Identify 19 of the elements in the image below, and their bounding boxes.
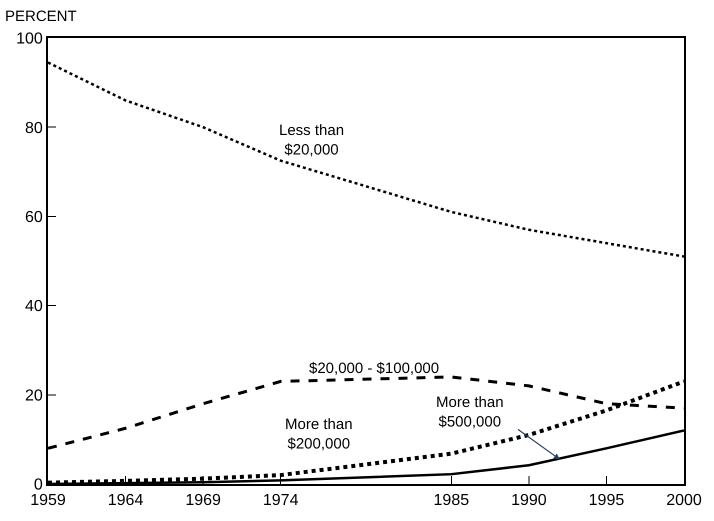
- x-tick-label: 1974: [262, 492, 299, 510]
- y-tick-label: 100: [16, 30, 43, 48]
- y-tick-label: 20: [25, 387, 43, 404]
- x-tick-label: 1964: [108, 492, 144, 510]
- series-label: Less than $20,000: [279, 122, 344, 158]
- series-label: More than $200,000: [285, 416, 353, 452]
- series-label: $20,000 - $100,000: [309, 360, 440, 377]
- y-tick-label: 0: [34, 476, 43, 494]
- y-tick-label: 40: [25, 298, 43, 316]
- text: More than $500,000: [436, 394, 504, 430]
- x-tick-label: 1995: [588, 492, 624, 510]
- x-tick-label: 1959: [30, 492, 66, 510]
- x-tick-label: 1969: [185, 492, 222, 510]
- x-tick-label: 1985: [434, 492, 470, 510]
- y-tick-label: 80: [25, 120, 43, 137]
- y-tick-label: 60: [25, 209, 43, 226]
- y-axis-title: PERCENT: [5, 8, 77, 25]
- x-tick-label: 1990: [511, 492, 547, 510]
- x-tick-label: 2000: [666, 492, 702, 510]
